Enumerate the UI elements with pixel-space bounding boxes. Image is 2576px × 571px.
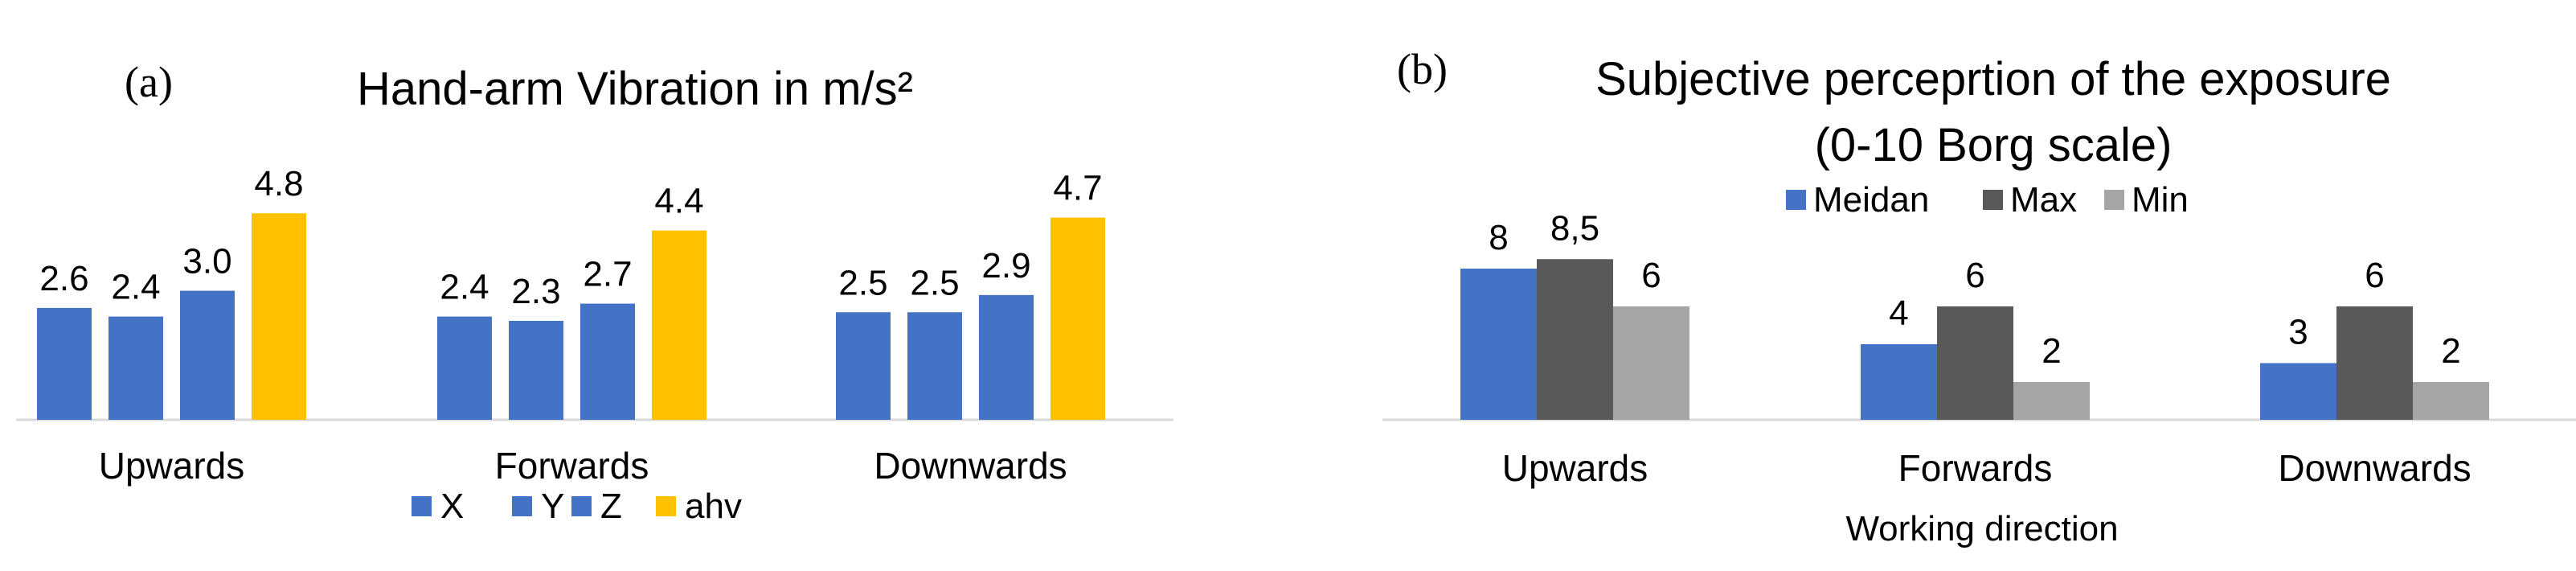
data-label-b-max-forwards: 6 [1965,256,1984,295]
legend-a-label-y: Y [541,487,564,526]
bar-a-ahv-downwards [1050,217,1105,420]
bar-b-min-forwards [2013,382,2090,420]
legend-b-swatch-max [1983,190,2003,210]
data-label-a-z-downwards: 2.9 [981,246,1030,286]
data-label-b-max-upwards: 8,5 [1550,208,1599,248]
data-label-a-y-downwards: 2.5 [910,263,959,302]
legend-a-swatch-y [512,496,532,516]
data-label-b-meidan-downwards: 3 [2288,313,2308,352]
bar-a-x-forwards [437,316,492,420]
x-tick-b-forwards: Forwards [1898,447,2053,489]
data-label-a-ahv-downwards: 4.7 [1053,169,1102,208]
panel-b-label: (b) [1397,45,1448,93]
legend-a-swatch-x [412,496,432,516]
data-label-b-meidan-forwards: 4 [1889,294,1908,333]
legend-a-label-x: X [440,487,464,526]
legend-a-swatch-ahv [656,496,676,516]
bar-a-z-forwards [580,303,635,420]
data-label-a-x-forwards: 2.4 [440,268,489,307]
legend-b-label-min: Min [2132,180,2189,220]
legend-b-swatch-meidan [1786,190,1806,210]
bar-a-y-forwards [509,320,563,420]
data-label-a-x-upwards: 2.6 [39,259,88,298]
panel-b-x-axis-title: Working direction [1845,509,2118,548]
x-tick-a-upwards: Upwards [99,445,245,487]
bar-a-y-downwards [907,312,962,420]
bar-b-meidan-forwards [1861,344,1937,420]
panel-b-plot: 8 8,5 6 Upwards 4 6 2 Forwards 3 6 2 Downwards Meida… [1460,180,2489,489]
bar-b-max-forwards [1937,306,2013,420]
bar-b-min-downwards [2413,382,2489,420]
panel-a-title: Hand-arm Vibration in m/s² [357,63,913,115]
x-tick-a-forwards: Forwards [495,445,649,487]
x-tick-b-upwards: Upwards [1502,447,1648,489]
bar-a-z-upwards [180,290,235,420]
data-label-a-z-upwards: 3.0 [182,242,231,281]
data-label-b-min-forwards: 2 [2042,331,2061,371]
legend-b-swatch-min [2104,190,2124,210]
legend-a-label-z: Z [600,487,622,526]
data-label-b-max-downwards: 6 [2365,256,2384,295]
legend-a-label-ahv: ahv [685,487,742,526]
x-tick-b-downwards: Downwards [2278,447,2471,489]
data-label-a-y-forwards: 2.3 [511,272,560,311]
data-label-a-ahv-upwards: 4.8 [254,164,303,203]
bar-b-meidan-upwards [1460,269,1537,420]
bar-a-z-downwards [979,294,1034,420]
data-label-a-ahv-forwards: 4.4 [654,182,703,221]
data-label-a-z-forwards: 2.7 [583,255,632,294]
bar-b-min-upwards [1613,306,1689,420]
legend-b-label-max: Max [2010,180,2077,220]
bar-a-ahv-forwards [652,230,706,420]
data-label-a-y-upwards: 2.4 [111,268,160,307]
panel-b-title: Subjective perceprtion of the exposure [1595,53,2391,105]
x-tick-a-downwards: Downwards [874,445,1067,487]
panel-b-subtitle: (0-10 Borg scale) [1815,119,2173,171]
bar-a-y-upwards [109,316,163,420]
data-label-a-x-downwards: 2.5 [838,263,887,302]
legend-b-label-meidan: Meidan [1813,180,1929,220]
bar-b-max-upwards [1537,259,1613,420]
data-label-b-min-downwards: 2 [2441,331,2460,371]
bar-a-x-downwards [836,312,891,420]
bar-a-ahv-upwards [252,213,306,420]
panel-a-plot: 2.6 2.4 3.0 4.8 Upwards 2.4 2.3 2.7 4.4 Forwards 2… [37,164,1105,526]
bar-b-meidan-downwards [2260,363,2336,420]
data-label-b-meidan-upwards: 8 [1489,218,1508,257]
panel-a-label: (a) [125,58,173,106]
bar-a-x-upwards [37,307,92,420]
bar-b-max-downwards [2336,306,2413,420]
legend-a-swatch-z [571,496,592,516]
data-label-b-min-upwards: 6 [1641,256,1661,295]
